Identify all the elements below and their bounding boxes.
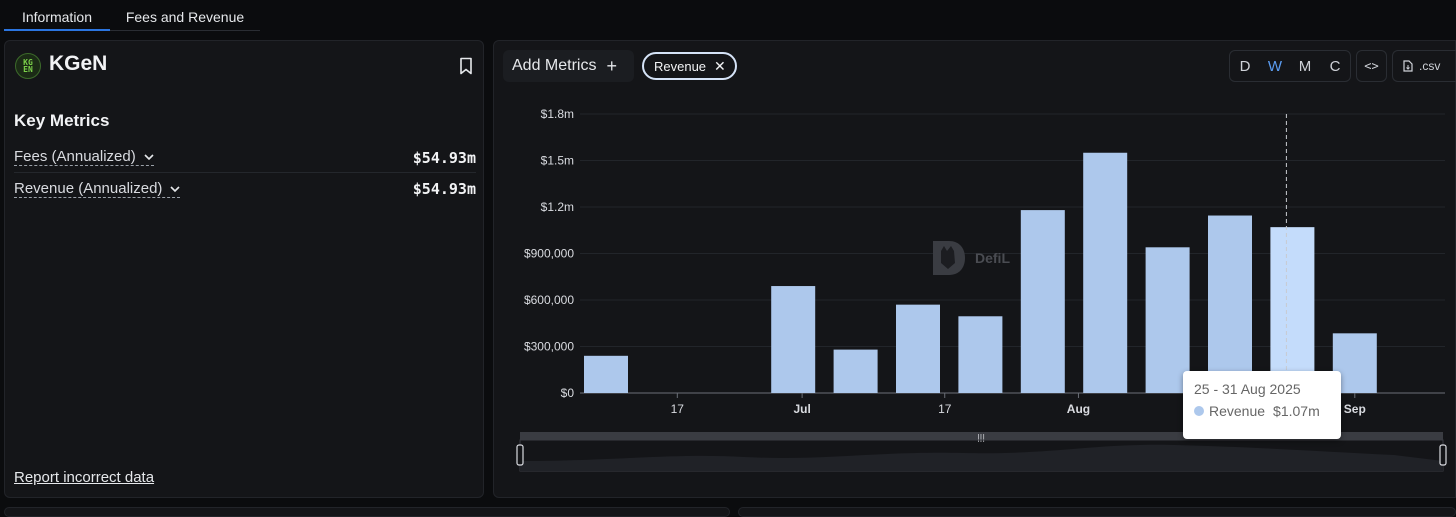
period-daily[interactable]: D <box>1239 57 1251 75</box>
zoom-handle-left[interactable] <box>516 444 524 466</box>
add-metrics-button[interactable]: Add Metrics + <box>503 50 634 82</box>
chart-tooltip: 25 - 31 Aug 2025 Revenue $1.07m <box>1183 371 1341 439</box>
tooltip-date: 25 - 31 Aug 2025 <box>1194 381 1301 397</box>
plus-icon: + <box>606 55 617 76</box>
logo-text: KG EN <box>23 58 33 74</box>
tooltip-value: $1.07m <box>1273 403 1320 419</box>
tab-bar: Information Fees and Revenue <box>4 0 260 31</box>
chevron-down-icon <box>144 154 154 161</box>
fees-annualized-toggle[interactable]: Fees (Annualized) <box>14 149 154 166</box>
metric-label: Revenue (Annualized) <box>14 179 163 197</box>
revenue-bar <box>1020 210 1065 393</box>
tab-fees-and-revenue[interactable]: Fees and Revenue <box>125 9 245 25</box>
chart-panel: Add Metrics + Revenue ✕ D W M C <> .csv $0… <box>493 40 1456 498</box>
period-selector: D W M C <box>1229 50 1351 82</box>
x-tick-label: 17 <box>938 402 952 416</box>
revenue-bar <box>1083 152 1128 393</box>
revenue-bar <box>1270 227 1315 393</box>
zoom-handle-right[interactable] <box>1439 444 1447 466</box>
tooltip-series: Revenue <box>1209 403 1266 419</box>
x-tick-label: 17 <box>671 402 685 416</box>
report-incorrect-data-link[interactable]: Report incorrect data <box>14 469 155 486</box>
csv-download-button[interactable]: .csv <box>1392 50 1456 82</box>
close-icon[interactable]: ✕ <box>714 57 726 74</box>
protocol-info-panel: KG EN KGeN Key Metrics Fees (Annualized)… <box>4 40 484 498</box>
file-download-icon <box>1403 60 1413 72</box>
revenue-bar <box>896 304 940 393</box>
key-metrics-title: Key Metrics <box>14 111 110 130</box>
zoom-preview-area <box>520 444 1443 471</box>
revenue-annualized-toggle[interactable]: Revenue (Annualized) <box>14 179 181 198</box>
revenue-bar <box>958 316 1003 393</box>
llama-logo-icon <box>933 241 965 275</box>
y-tick-label: $0 <box>561 386 575 400</box>
bookmark-icon[interactable] <box>459 57 473 75</box>
kgen-logo: KG EN <box>15 53 41 79</box>
y-tick-label: $1.8m <box>541 107 574 121</box>
defillama-watermark: DefiL <box>929 237 1010 279</box>
bottom-right-panel <box>738 507 1456 517</box>
y-tick-label: $1.2m <box>541 200 574 214</box>
revenue-bar <box>833 349 878 393</box>
add-metrics-label: Add Metrics <box>512 57 597 74</box>
period-monthly[interactable]: M <box>1298 57 1312 75</box>
revenue-bar-chart: $0 $300,000 $600,000 $900,000 $1.2m $1.5m $1.8… <box>516 107 1447 472</box>
revenue-bar <box>584 355 628 393</box>
csv-label: .csv <box>1419 59 1441 73</box>
protocol-name: KGeN <box>49 52 108 75</box>
metric-row-fees: Fees (Annualized) $54.93m <box>14 143 476 173</box>
chip-label: Revenue <box>654 58 707 74</box>
x-tick-label: Jul <box>793 402 810 416</box>
period-weekly[interactable]: W <box>1267 57 1283 75</box>
y-tick-label: $1.5m <box>541 154 574 168</box>
revenue-bar <box>1208 215 1252 393</box>
tab-information[interactable]: Information <box>4 0 110 31</box>
y-tick-label: $900,000 <box>524 247 574 261</box>
revenue-metric-chip[interactable]: Revenue ✕ <box>642 52 737 80</box>
embed-button[interactable]: <> <box>1356 50 1387 82</box>
revenue-bar <box>1145 247 1190 393</box>
zoom-slider-track <box>520 432 1443 440</box>
period-cumulative[interactable]: C <box>1329 57 1341 75</box>
bottom-left-panel <box>4 507 730 517</box>
metric-value: $54.93m <box>412 148 476 167</box>
revenue-bar <box>771 286 816 393</box>
watermark-text: DefiL <box>975 250 1010 266</box>
x-tick-label: Aug <box>1067 402 1090 416</box>
metric-row-revenue: Revenue (Annualized) $54.93m <box>14 174 476 204</box>
x-tick-label: Sep <box>1344 402 1366 416</box>
metric-value: $54.93m <box>412 180 476 198</box>
zoom-grip-icon: ||| <box>977 433 985 442</box>
series-color-dot <box>1194 406 1204 416</box>
metric-label: Fees (Annualized) <box>14 148 136 165</box>
y-tick-label: $300,000 <box>524 340 574 354</box>
y-tick-label: $600,000 <box>524 293 574 307</box>
chevron-down-icon <box>170 185 181 192</box>
tooltip-row: Revenue $1.07m <box>1194 403 1330 419</box>
